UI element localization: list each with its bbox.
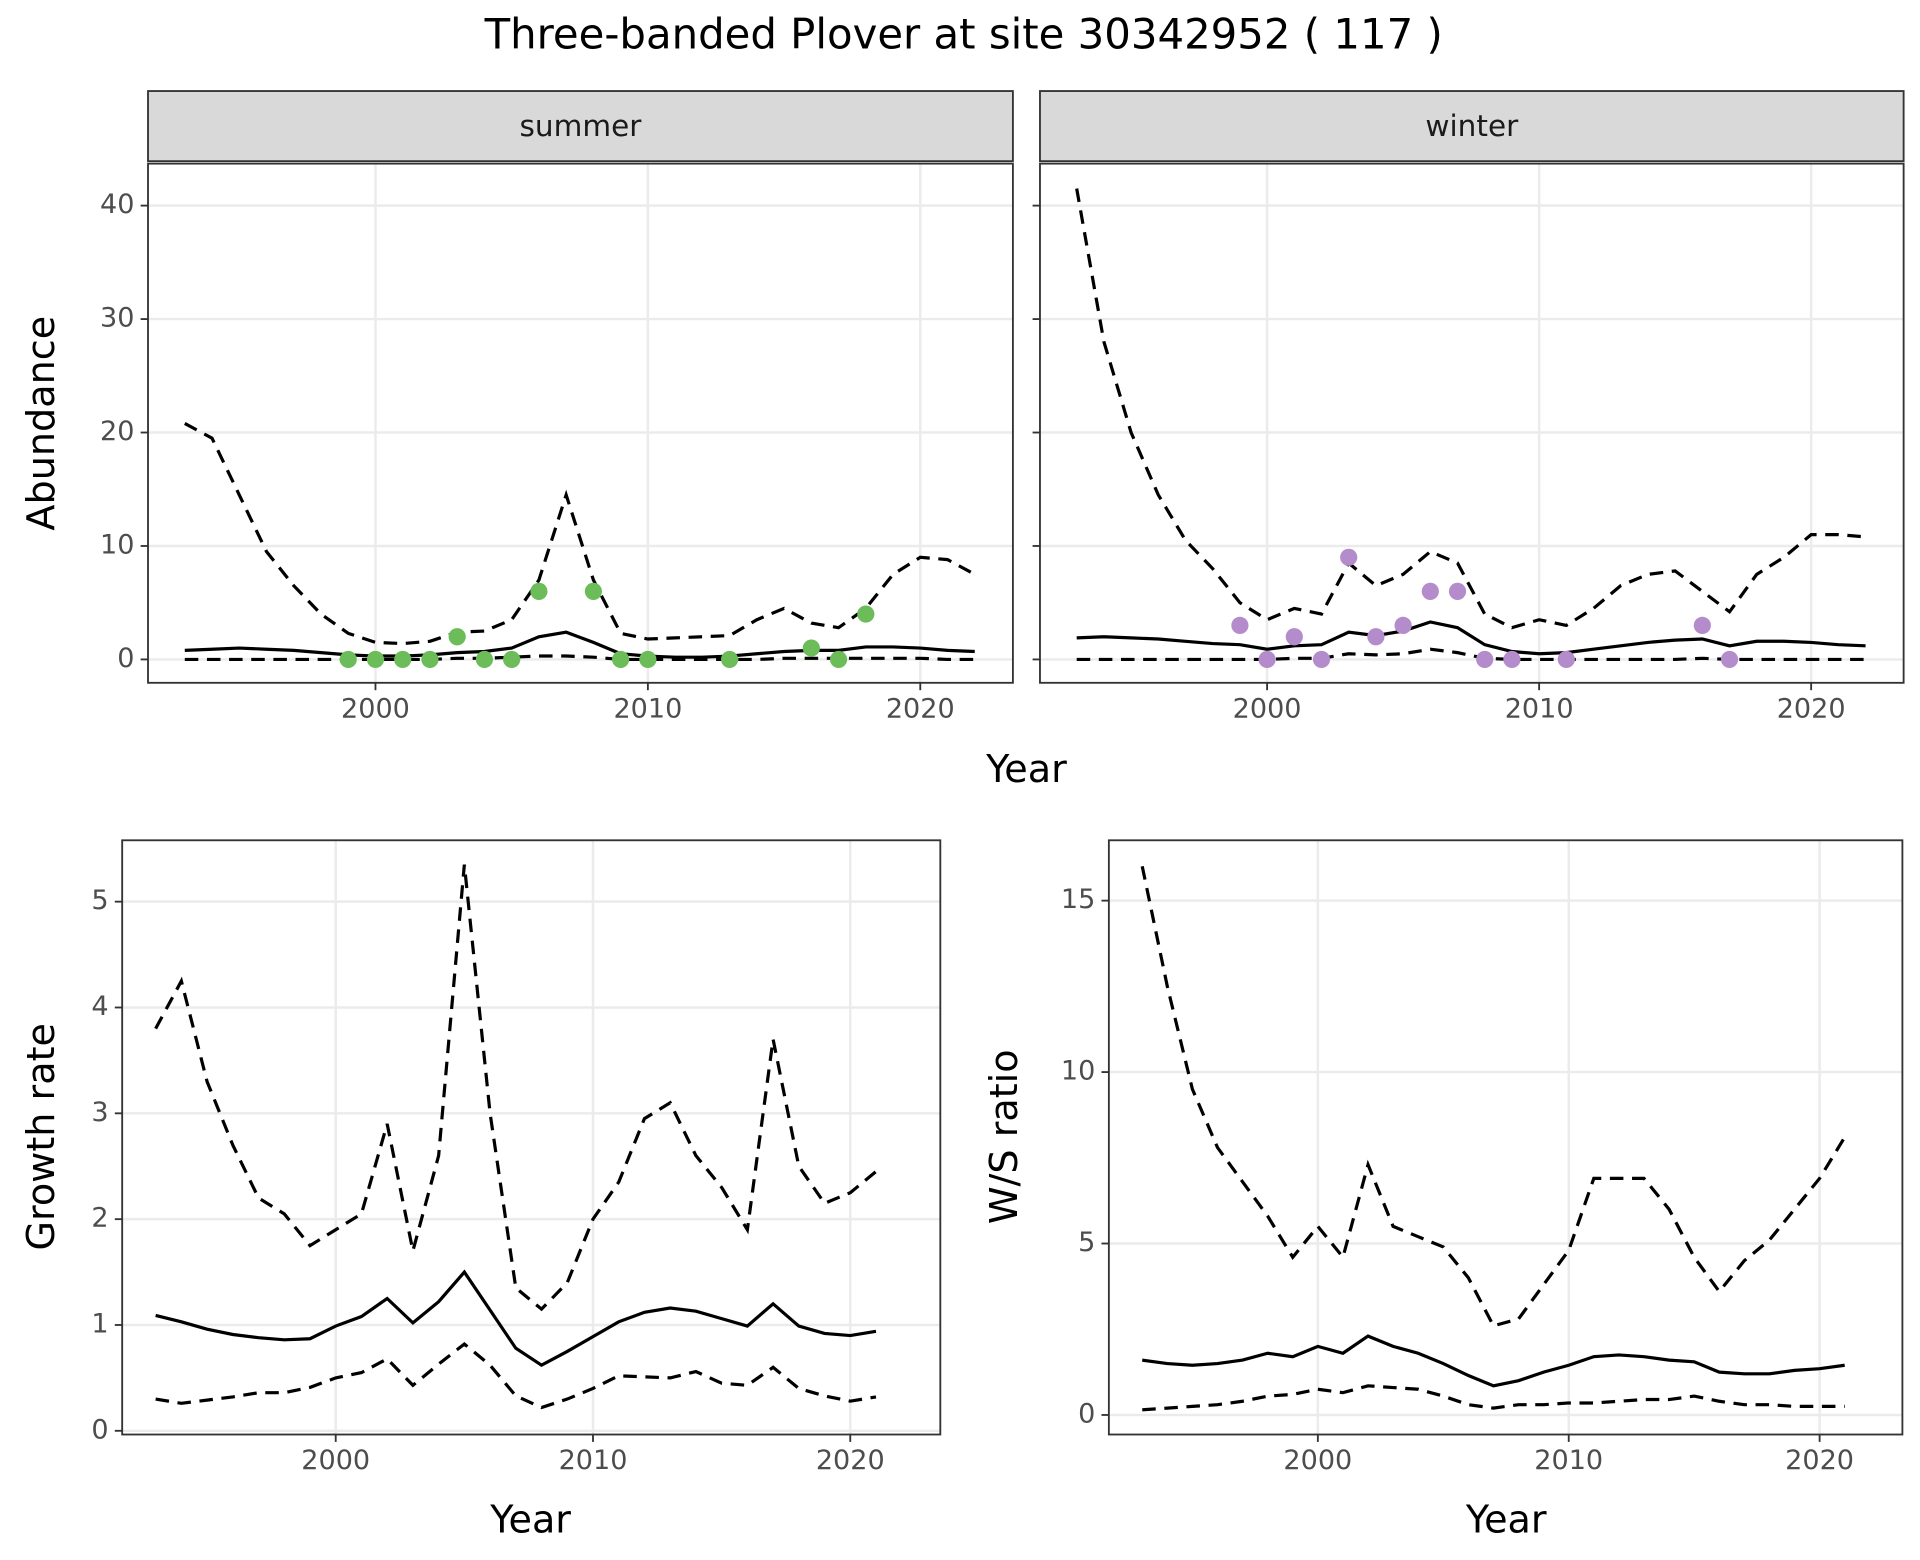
x-tick-label: 2010	[1534, 1445, 1603, 1476]
count-point	[1231, 616, 1249, 635]
figure-title: Three-banded Plover at site 30342952 ( 1…	[484, 9, 1443, 58]
count-point	[720, 650, 739, 669]
estimate-line	[155, 1269, 877, 1368]
count-point	[1312, 650, 1331, 669]
y-tick-label: 0	[91, 1414, 108, 1445]
panel	[1039, 163, 1904, 683]
y-tick-label: 20	[100, 416, 134, 447]
y-tick-label: 10	[1061, 1056, 1095, 1087]
count-point	[857, 605, 875, 623]
estimate-line	[1142, 1334, 1845, 1388]
x-axis-title: Year	[489, 1497, 571, 1541]
y-tick-label: 5	[91, 885, 108, 916]
x-tick-label: 2000	[1283, 1445, 1352, 1476]
x-tick-label: 2020	[816, 1445, 885, 1476]
count-point	[1394, 616, 1412, 635]
x-tick-label: 2010	[1505, 693, 1574, 724]
count-point	[1367, 628, 1385, 646]
y-axis-title: W/S ratio	[982, 1049, 1026, 1224]
x-axis-title: Year	[1465, 1497, 1547, 1541]
interval-line	[184, 422, 976, 646]
panel	[1108, 840, 1903, 1435]
x-axis-title: Year	[985, 747, 1067, 791]
y-tick-label: 4	[91, 991, 108, 1022]
interval-line	[1140, 866, 1847, 1328]
count-point	[448, 628, 466, 646]
count-point	[421, 650, 439, 669]
x-tick-label: 2020	[886, 693, 955, 724]
count-point	[1421, 582, 1439, 600]
interval-line	[1142, 1384, 1845, 1412]
x-tick-label: 2000	[341, 693, 410, 724]
count-point	[584, 582, 603, 600]
count-point	[802, 639, 820, 657]
count-point	[1476, 650, 1494, 669]
count-point	[475, 650, 494, 669]
y-tick-label: 15	[1061, 884, 1095, 915]
interval-line	[155, 1341, 877, 1410]
count-point	[1693, 616, 1711, 635]
count-point	[1448, 582, 1467, 600]
estimate-line	[184, 630, 975, 659]
y-tick-label: 2	[91, 1203, 108, 1234]
count-point	[366, 650, 385, 669]
x-tick-label: 2000	[301, 1445, 370, 1476]
interval-line	[154, 864, 878, 1312]
panel-border	[121, 839, 942, 1436]
strip-label: winter	[1425, 109, 1519, 143]
x-tick-label: 2000	[1233, 693, 1302, 724]
count-point	[639, 650, 657, 669]
y-axis-title: Abundance	[19, 316, 63, 531]
panel-border	[1107, 839, 1904, 1436]
count-point	[503, 650, 521, 669]
count-point	[1720, 650, 1739, 669]
x-tick-label: 2010	[559, 1445, 628, 1476]
count-point	[1285, 628, 1303, 646]
count-point	[612, 650, 630, 669]
y-tick-label: 30	[100, 303, 134, 334]
count-point	[339, 650, 357, 669]
count-point	[1340, 548, 1358, 566]
y-tick-label: 0	[117, 643, 134, 674]
count-point	[394, 650, 412, 669]
x-tick-label: 2020	[1785, 1445, 1854, 1476]
y-axis-title: Growth rate	[19, 1023, 63, 1251]
count-point	[1503, 650, 1521, 669]
panel	[122, 840, 941, 1435]
strip	[147, 90, 1014, 163]
count-point	[1258, 650, 1276, 669]
y-tick-label: 0	[1078, 1398, 1095, 1429]
y-tick-label: 3	[91, 1097, 108, 1128]
panel	[148, 163, 1013, 683]
y-tick-label: 1	[91, 1308, 108, 1339]
y-tick-label: 10	[100, 529, 134, 560]
interval-line	[1075, 188, 1866, 630]
count-point	[1557, 650, 1575, 669]
x-tick-label: 2010	[613, 693, 682, 724]
strip-label: summer	[520, 109, 643, 143]
panel-border	[1039, 162, 1905, 684]
panel-border	[147, 162, 1014, 684]
count-point	[829, 650, 848, 669]
x-tick-label: 2020	[1777, 693, 1846, 724]
estimate-line	[1076, 620, 1866, 656]
count-point	[530, 582, 548, 600]
y-tick-label: 40	[100, 189, 134, 220]
y-tick-label: 5	[1078, 1227, 1095, 1258]
strip	[1039, 90, 1905, 163]
